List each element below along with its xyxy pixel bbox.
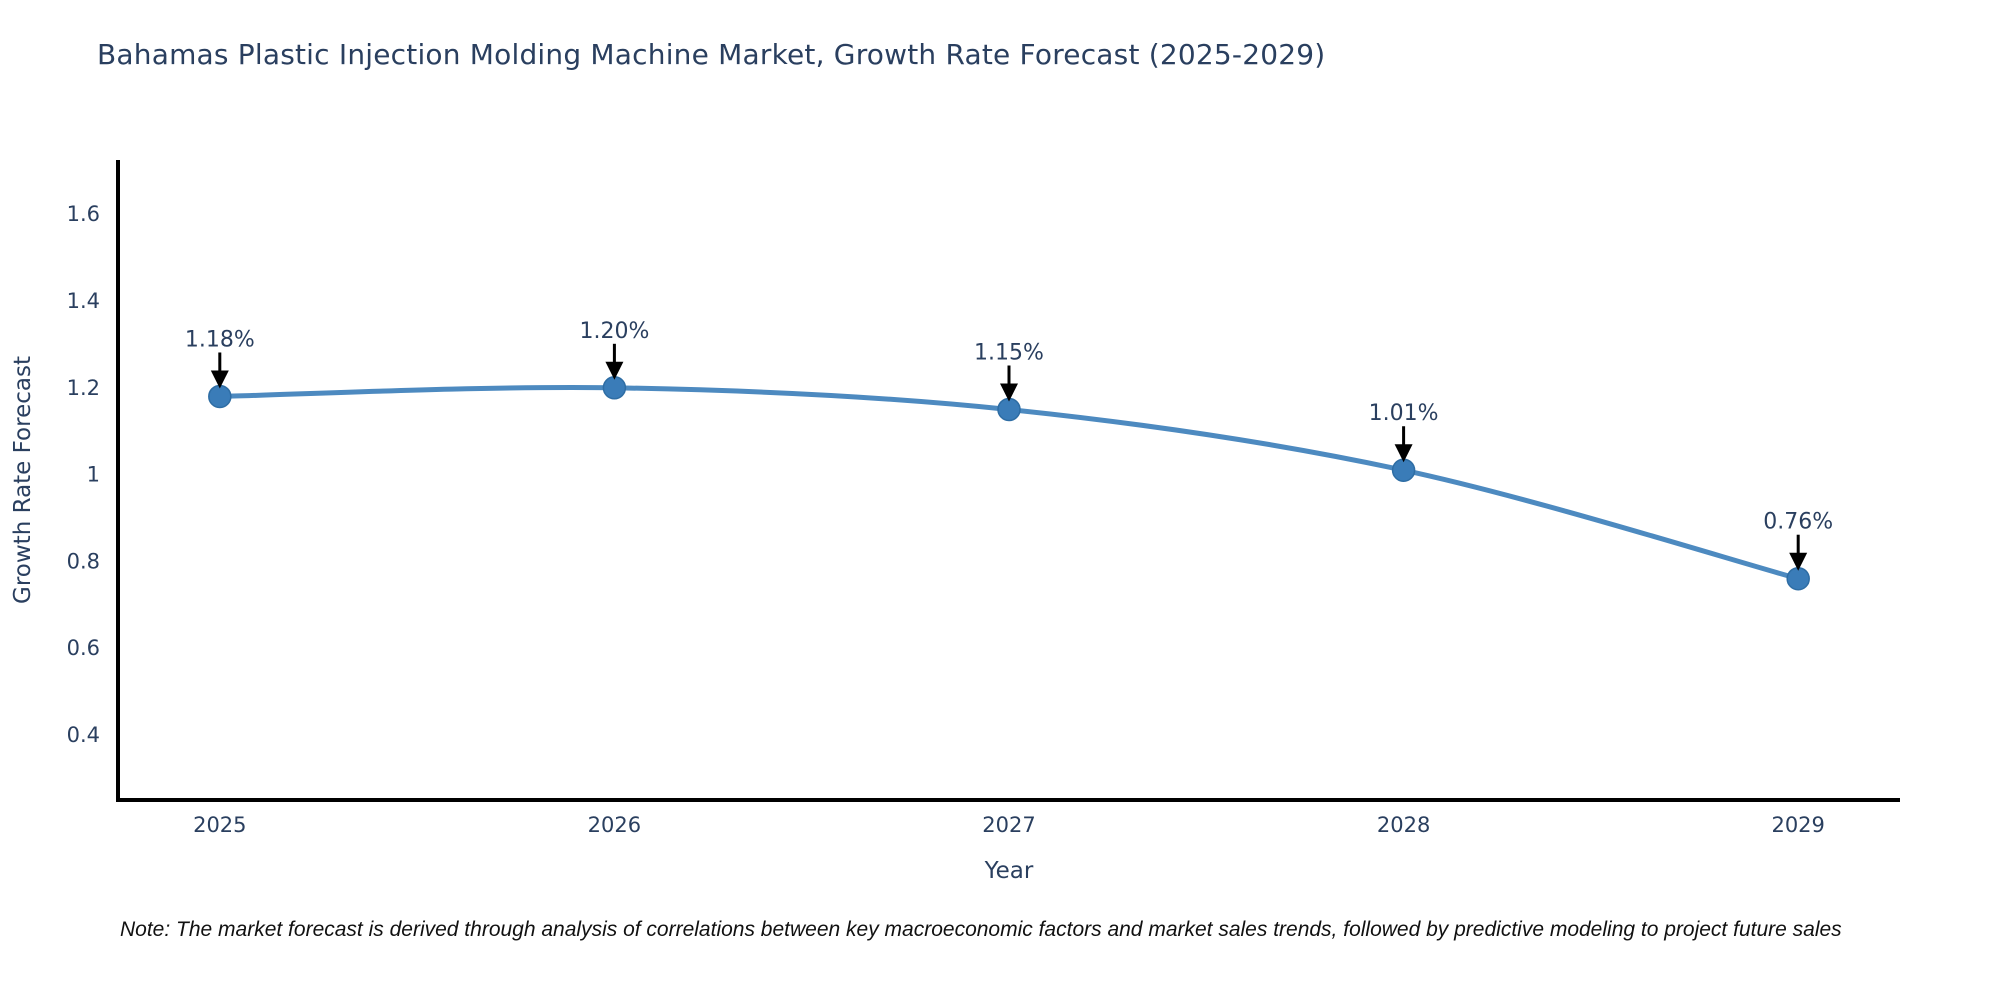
y-axis-title: Growth Rate Forecast <box>10 356 36 604</box>
data-point-marker[interactable] <box>602 376 627 400</box>
x-tick-label: 2027 <box>982 813 1035 837</box>
data-point-marker[interactable] <box>208 384 232 409</box>
y-tick-label: 1 <box>87 463 100 487</box>
x-tick-label: 2026 <box>588 813 641 837</box>
footnote-text: Note: The market forecast is derived thr… <box>120 918 1842 941</box>
data-point-marker[interactable] <box>1391 458 1416 482</box>
x-tick-label: 2025 <box>193 813 246 837</box>
x-tick-label: 2028 <box>1377 813 1430 837</box>
annotation-arrowhead-icon <box>1394 444 1413 463</box>
y-tick-label: 1.4 <box>67 289 100 313</box>
data-point-label: 1.01% <box>1369 401 1439 426</box>
data-point-label: 1.15% <box>974 340 1044 365</box>
data-point-marker[interactable] <box>997 397 1021 422</box>
y-tick-label: 1.6 <box>67 202 100 226</box>
y-tick-label: 0.8 <box>67 549 100 573</box>
data-point-label: 1.18% <box>185 327 255 352</box>
y-tick-label: 1.2 <box>67 376 100 400</box>
annotation-arrowhead-icon <box>605 361 624 380</box>
y-tick-label: 0.6 <box>67 636 100 660</box>
x-axis-title: Year <box>984 858 1034 884</box>
annotation-arrowhead-icon <box>1789 552 1808 571</box>
chart-title: Bahamas Plastic Injection Molding Machin… <box>97 38 1326 71</box>
data-point-label: 1.20% <box>579 319 649 344</box>
y-tick-label: 0.4 <box>67 723 100 747</box>
data-point-label: 0.76% <box>1763 510 1833 535</box>
x-tick-label: 2029 <box>1771 813 1824 837</box>
data-point-marker[interactable] <box>1786 566 1810 591</box>
annotation-arrowhead-icon <box>210 370 229 389</box>
annotation-arrowhead-icon <box>1000 383 1018 402</box>
